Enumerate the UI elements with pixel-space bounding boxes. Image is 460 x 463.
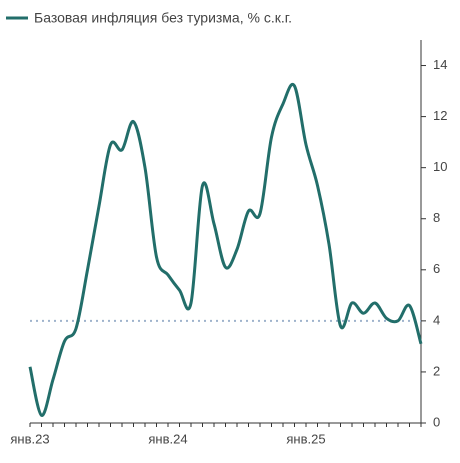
y-tick-label: 8	[433, 210, 440, 225]
legend-label: Базовая инфляция без туризма, % с.к.г.	[34, 10, 292, 26]
line	[28, 82, 423, 417]
y-tick-label: 6	[433, 261, 440, 276]
y-tick-label: 4	[433, 312, 440, 327]
x-tick-label: янв.25	[286, 431, 325, 446]
x-tick-label: янв.24	[148, 431, 187, 446]
y-tick-label: 10	[433, 159, 447, 174]
y-tick-label: 14	[433, 57, 447, 72]
y-tick-label: 0	[433, 414, 440, 429]
y-tick-label: 12	[433, 108, 447, 123]
x-tick-label: янв.23	[10, 431, 49, 446]
y-tick-label: 2	[433, 363, 440, 378]
